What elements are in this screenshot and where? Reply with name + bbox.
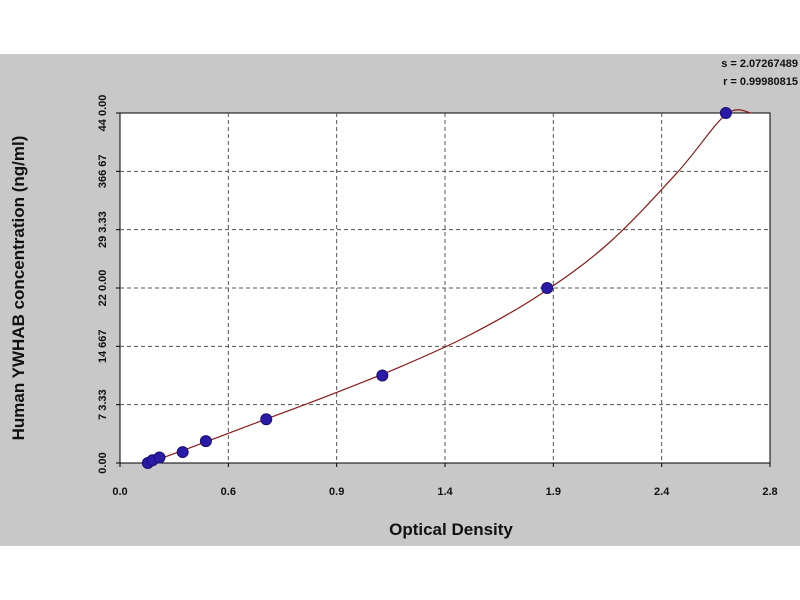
data-point [199,435,212,448]
y-tick-label: 22 0.00 [97,270,109,307]
y-axis-label: Human YWHAB concentration (ng/ml) [9,136,28,441]
y-tick-label: 29 3.33 [97,211,109,248]
x-tick-label: 1.9 [546,486,561,498]
y-tick-label: 7 3.33 [97,389,109,420]
data-point [376,369,389,382]
x-tick-label: 0.6 [221,486,236,498]
x-tick-label: 0.9 [329,486,344,498]
x-tick-label: 1.4 [437,486,453,498]
y-tick-label: 0.00 [97,452,109,473]
x-tick-label: 0.0 [112,486,127,498]
r-statistic: r = 0.99980815 [723,76,798,88]
fit-statistics: s = 2.07267489 r = 0.99980815 [648,55,798,91]
y-tick-label: 44 0.00 [97,95,109,132]
data-points [141,107,732,469]
fit-curve [147,109,752,464]
data-point [719,107,732,119]
x-axis-ticks: 0.0 0.6 0.9 1.4 1.9 2.4 2.8 [112,463,778,498]
data-point [176,446,189,459]
y-tick-label: 14 667 [97,330,109,364]
data-point [153,451,166,464]
y-tick-label: 366 67 [97,155,109,189]
data-point [541,282,554,294]
y-axis-ticks: 0.00 7 3.33 14 667 22 0.00 29 3.33 366 67 44 0… [97,95,120,474]
grid-lines [120,113,770,463]
x-tick-label: 2.8 [762,486,777,498]
data-point [260,413,273,426]
x-axis-label: Optical Density [389,520,513,539]
x-tick-label: 2.4 [654,486,670,498]
s-statistic: s = 2.07267489 [721,58,798,70]
